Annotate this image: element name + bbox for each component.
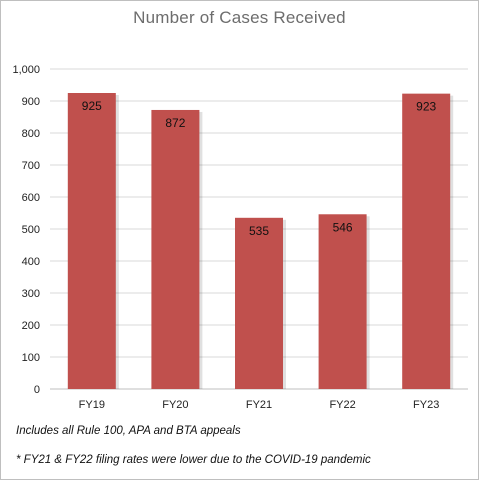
x-tick-label: FY21 — [246, 399, 272, 411]
data-label: 925 — [82, 99, 102, 113]
bars — [67, 93, 454, 390]
y-tick-label: 700 — [22, 160, 40, 172]
footnote-covid: * FY21 & FY22 filing rates were lower du… — [16, 454, 371, 466]
bar-fy22 — [318, 214, 367, 389]
x-axis-ticks: FY19 FY20 FY21 FY22 FY23 — [79, 399, 440, 411]
footnote-appeals: Includes all Rule 100, APA and BTA appea… — [16, 425, 241, 437]
chart-title: Number of Cases Received — [133, 8, 346, 27]
x-tick-label: FY20 — [162, 399, 188, 411]
bar-fy23 — [402, 93, 451, 389]
y-tick-label: 100 — [22, 352, 40, 364]
y-tick-label: 900 — [22, 96, 40, 108]
bar-chart: 0 100 200 300 400 500 600 700 800 900 1,000 925 872… — [12, 64, 468, 411]
bar-fy21 — [235, 217, 283, 389]
x-tick-label: FY23 — [413, 399, 439, 411]
y-tick-label: 300 — [22, 288, 40, 300]
y-tick-label: 500 — [22, 224, 40, 236]
y-tick-label: 400 — [22, 256, 40, 268]
bar-fy19 — [67, 93, 116, 389]
y-tick-label: 0 — [34, 384, 40, 396]
x-tick-label: FY19 — [79, 399, 105, 411]
x-tick-label: FY22 — [329, 399, 355, 411]
bar-fy20 — [151, 109, 200, 390]
data-labels: 925 872 535 546 923 — [82, 99, 437, 238]
y-axis-ticks: 0 100 200 300 400 500 600 700 800 900 1,000 — [12, 64, 40, 396]
y-tick-label: 1,000 — [12, 64, 40, 76]
y-tick-label: 200 — [22, 320, 40, 332]
data-label: 535 — [249, 224, 269, 238]
data-label: 546 — [333, 220, 353, 234]
y-tick-label: 600 — [22, 192, 40, 204]
data-label: 923 — [416, 100, 436, 114]
y-tick-label: 800 — [22, 128, 40, 140]
data-label: 872 — [165, 116, 185, 130]
